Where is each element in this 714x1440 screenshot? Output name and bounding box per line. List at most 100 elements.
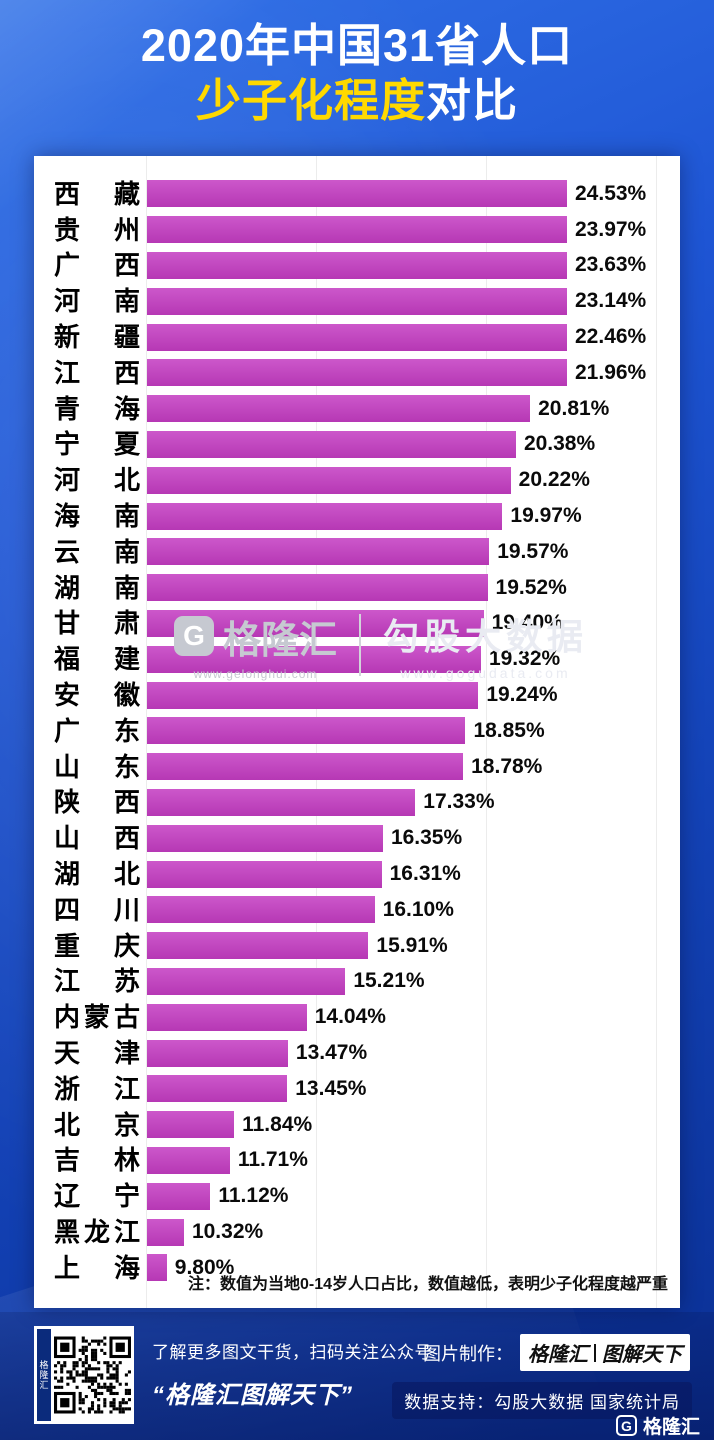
province-label: 青海 xyxy=(54,393,140,424)
province-label: 湖南 xyxy=(54,572,140,603)
bar-value-label: 19.57% xyxy=(497,539,569,563)
bar-row: 新疆 22.46% xyxy=(34,319,680,355)
corner-brand: G 格隆汇 xyxy=(615,1412,700,1439)
brand-slogan: “格隆汇图解天下” xyxy=(152,1382,353,1409)
bar-value-label: 24.53% xyxy=(575,181,647,205)
bar-row: 重庆 15.91% xyxy=(34,928,680,964)
bar xyxy=(147,359,567,387)
gridline xyxy=(146,156,147,1308)
bar-row: 海南 19.97% xyxy=(34,498,680,534)
province-label: 甘肃 xyxy=(54,608,140,639)
bar-row: 西藏 24.53% xyxy=(34,176,680,212)
province-label: 天津 xyxy=(54,1038,140,1069)
bar-value-label: 18.85% xyxy=(473,718,545,742)
province-label: 湖北 xyxy=(54,859,140,890)
province-label: 宁夏 xyxy=(54,429,140,460)
bar xyxy=(147,967,346,995)
bar-row: 陕西 17.33% xyxy=(34,785,680,821)
province-label: 西藏 xyxy=(54,178,140,209)
bar-value-label: 16.31% xyxy=(389,862,461,886)
province-label: 广西 xyxy=(54,250,140,281)
bar-value-label: 20.22% xyxy=(518,468,590,492)
bar-row: 青海 20.81% xyxy=(34,391,680,427)
bar xyxy=(147,466,511,494)
province-label: 四川 xyxy=(54,894,140,925)
bar-value-label: 14.04% xyxy=(314,1005,386,1029)
bar-row: 广西 23.63% xyxy=(34,248,680,284)
bar-row: 湖北 16.31% xyxy=(34,856,680,892)
bar xyxy=(147,1218,184,1246)
title-line1: 2020年中国31省人口 xyxy=(140,20,574,71)
bar-value-label: 21.96% xyxy=(575,360,647,384)
province-label: 江苏 xyxy=(54,966,140,997)
data-support: 数据支持：勾股大数据 国家统计局 xyxy=(392,1382,692,1419)
bar xyxy=(147,251,567,279)
bar-value-label: 16.10% xyxy=(382,897,454,921)
bar xyxy=(147,1039,288,1067)
province-label: 山东 xyxy=(54,751,140,782)
bar-row: 云南 19.57% xyxy=(34,534,680,570)
province-label: 内蒙古 xyxy=(54,1002,140,1033)
province-label: 上海 xyxy=(54,1252,140,1283)
bar-value-label: 19.40% xyxy=(491,611,563,635)
bar xyxy=(147,609,484,637)
province-label: 贵州 xyxy=(54,214,140,245)
province-label: 河南 xyxy=(54,286,140,317)
province-label: 山西 xyxy=(54,823,140,854)
province-label: 黑龙江 xyxy=(54,1217,140,1247)
bar-value-label: 16.35% xyxy=(390,826,463,850)
corner-brand-text: 格隆汇 xyxy=(642,1417,700,1438)
province-label: 辽宁 xyxy=(54,1181,140,1212)
bar-value-label: 19.32% xyxy=(488,647,561,671)
bar xyxy=(147,681,479,709)
title-line2-highlight: 少子化程度 xyxy=(195,75,426,126)
bar-value-label: 11.71% xyxy=(237,1148,308,1172)
bar xyxy=(147,287,567,315)
bar-value-label: 20.81% xyxy=(538,396,610,420)
province-label: 广东 xyxy=(54,715,140,746)
bar xyxy=(147,1003,307,1031)
bar-value-label: 11.84% xyxy=(242,1112,313,1136)
bar-row: 广东 18.85% xyxy=(34,713,680,749)
province-label: 浙江 xyxy=(54,1073,140,1104)
gridline xyxy=(486,156,487,1308)
bar xyxy=(147,502,503,530)
bar xyxy=(147,1182,211,1210)
bar-row: 山西 16.35% xyxy=(34,820,680,856)
bar-value-label: 19.52% xyxy=(495,575,567,599)
bar-row: 福建 19.32% xyxy=(34,641,680,677)
bar-value-label: 22.46% xyxy=(575,325,647,349)
bar-row: 江西 21.96% xyxy=(34,355,680,391)
bar xyxy=(147,1075,288,1103)
bar-row: 吉林 11.71% xyxy=(34,1143,680,1179)
bar-value-label: 15.91% xyxy=(376,933,448,957)
bar xyxy=(147,395,531,423)
gridline xyxy=(656,156,657,1308)
bar xyxy=(147,753,464,781)
bar-value-label: 18.78% xyxy=(471,754,543,778)
credit-logo: 格隆汇 图解天下 xyxy=(520,1334,690,1371)
bar-row: 辽宁 11.12% xyxy=(34,1178,680,1214)
chart-note: 注：数值为当地0-14岁人口占比，数值越低，表明少子化程度越严重 xyxy=(187,1276,668,1293)
bar xyxy=(147,896,375,924)
bar-row: 上海 9.80% xyxy=(34,1250,680,1286)
province-label: 北京 xyxy=(54,1109,140,1140)
bar-value-label: 13.47% xyxy=(295,1041,368,1065)
qr-pattern xyxy=(54,1336,131,1414)
province-label: 重庆 xyxy=(54,930,140,961)
bar-value-label: 17.33% xyxy=(423,790,495,814)
bar xyxy=(147,1146,230,1174)
bar-row: 贵州 23.97% xyxy=(34,212,680,248)
bar xyxy=(147,645,481,673)
bar xyxy=(147,1254,167,1282)
credit-block: 图片制作： 格隆汇 图解天下 xyxy=(423,1334,690,1371)
bar-row: 安徽 19.24% xyxy=(34,677,680,713)
credit-logo-part1: 格隆汇 xyxy=(528,1344,588,1366)
bar-row: 宁夏 20.38% xyxy=(34,427,680,463)
bar-row: 山东 18.78% xyxy=(34,749,680,785)
bar-row: 浙江 13.45% xyxy=(34,1071,680,1107)
bar-value-label: 23.14% xyxy=(575,289,647,313)
province-label: 安徽 xyxy=(54,680,140,711)
page-title: 2020年中国31省人口 少子化程度对比 xyxy=(0,18,714,128)
bar xyxy=(147,574,488,602)
